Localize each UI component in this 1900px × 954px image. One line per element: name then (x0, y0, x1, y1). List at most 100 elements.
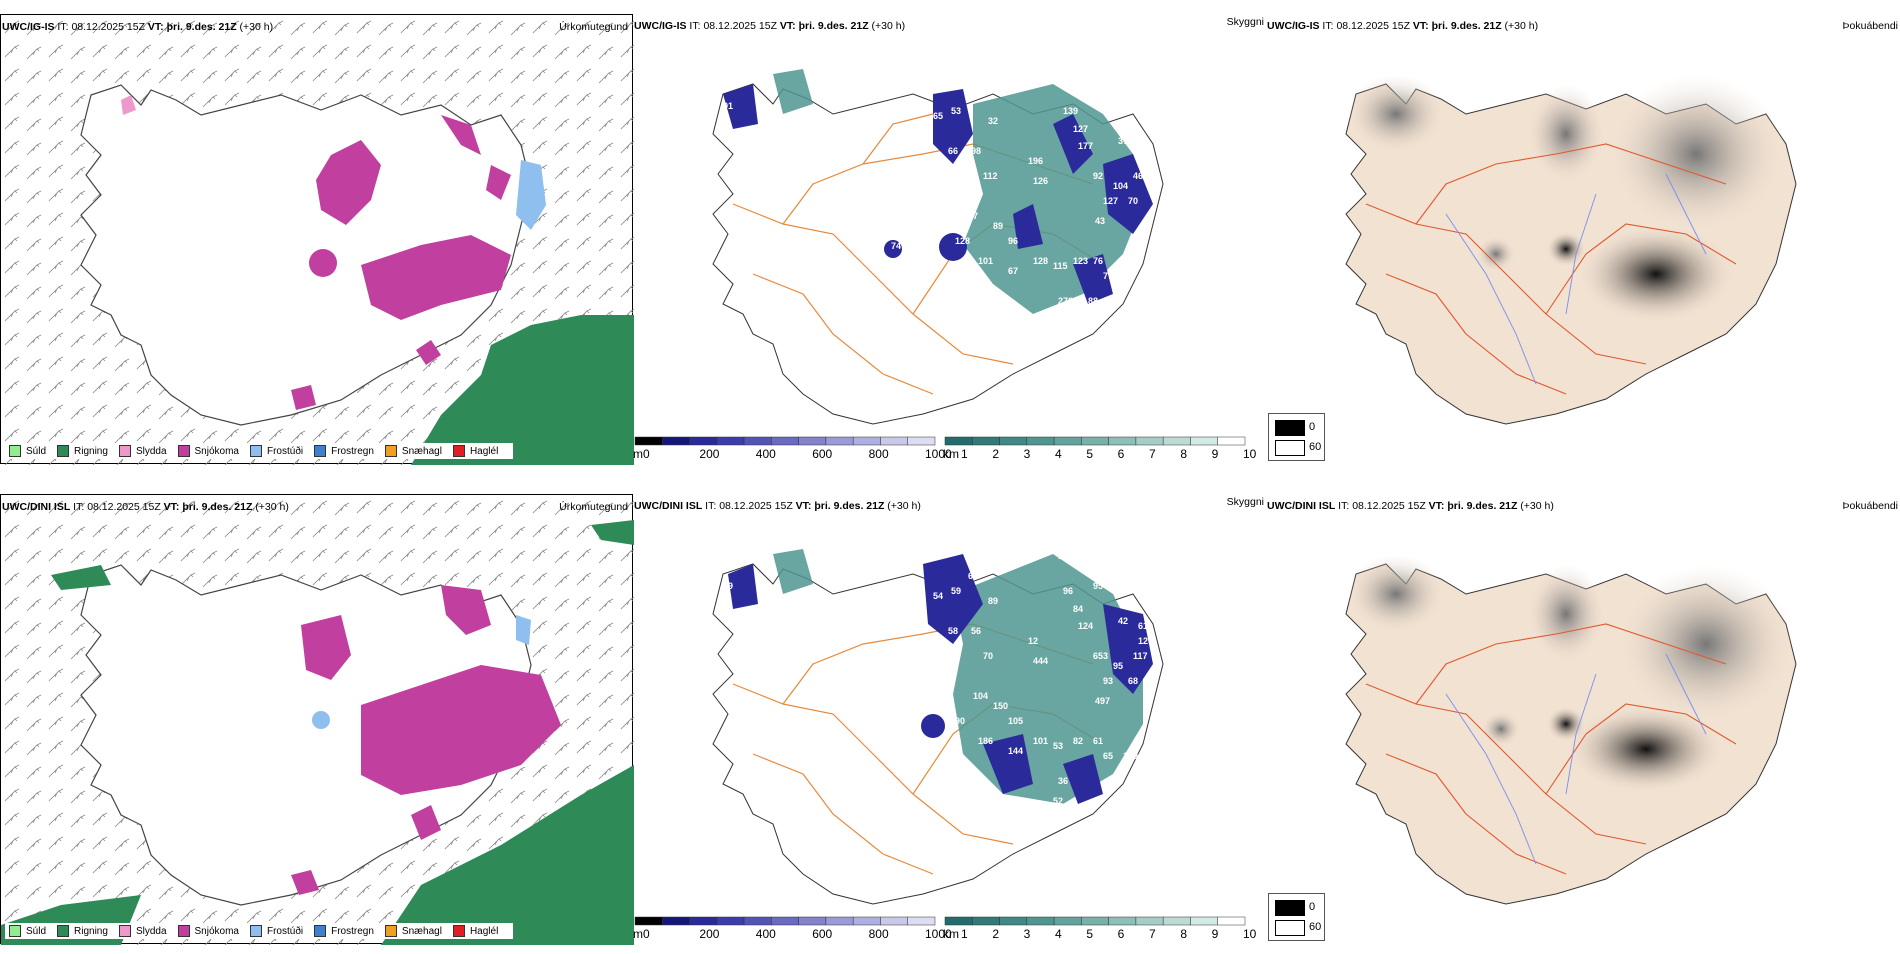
visibility-value-label: 653 (1093, 651, 1108, 661)
snow-area (291, 115, 511, 410)
fog-map-svg-top (1345, 74, 1797, 425)
legend-item: Haglél (452, 445, 498, 457)
visibility-value-label: 105 (1008, 716, 1023, 726)
visibility-value-label: 52 (1053, 796, 1063, 806)
visibility-value-label: 77 (773, 646, 783, 656)
legend-swatch (249, 445, 262, 457)
visibility-title-top: UWC/IG-IS IT: 08.12.2025 15Z VT: þri. 9.… (634, 20, 905, 32)
colorbar-cell (907, 916, 936, 926)
colorbar-cell (689, 436, 718, 446)
vt-label: VT: (163, 501, 180, 513)
colorbars-bottom: m 0 200 400 600 800 1000 km 1 2 3 4 5 6 7 8 9 10 (633, 916, 1257, 941)
precip-map-svg-top (1, 15, 634, 465)
model-name: UWC/DINI ISL (1267, 500, 1336, 512)
legend-swatch (57, 445, 70, 457)
visibility-value-label: 48 (1138, 156, 1148, 166)
colorbar-unit: km (943, 447, 959, 461)
colorbar-tick-label: 7 (1149, 447, 1156, 461)
visibility-value-label: 61 (1093, 736, 1103, 746)
sleet-area (121, 95, 136, 115)
it-value: 08.12.2025 15Z (1352, 500, 1426, 512)
precip-map-svg-bottom (1, 495, 634, 945)
colorbar-tick-label: 6 (1118, 447, 1125, 461)
vt-value: þri. 9.des. 21Z (798, 20, 869, 32)
colorbar-cell (1108, 916, 1137, 926)
legend-swatch (314, 925, 327, 937)
legend-item: Súld (9, 445, 46, 457)
visibility-value-label: 91 (723, 101, 733, 111)
legend-item: Slydda (118, 925, 167, 937)
colorbar-cell (798, 436, 827, 446)
colorbar-cell (880, 916, 908, 926)
colorbar-cell (1217, 916, 1246, 926)
visibility-value-label: 68 (753, 66, 763, 76)
vt-label: VT: (795, 500, 812, 512)
model-name: UWC/IG-IS (634, 20, 687, 32)
legend-swatch (57, 925, 70, 937)
visibility-value-label: 177 (1078, 141, 1093, 151)
colorbar-tick-label: 5 (1086, 927, 1093, 941)
visibility-value-label: 95 (1093, 581, 1103, 591)
legend-item: Snjókoma (177, 445, 239, 457)
legend-swatch (9, 445, 21, 457)
fog-legend-label-0: 0 (1309, 901, 1316, 913)
colorbar-cell (825, 436, 854, 446)
colorbar-tick-label: 0 (643, 447, 650, 461)
vt-value: þri. 9.des. 21Z (1431, 20, 1502, 32)
colorbar-tick-label: 4 (1055, 927, 1062, 941)
it-value: 08.12.2025 15Z (703, 20, 777, 32)
model-name: UWC/DINI ISL (634, 500, 703, 512)
vt-label: VT: (147, 21, 164, 33)
colorbar-tick-label: 1 (961, 447, 968, 461)
colorbar-cell (662, 436, 690, 446)
cloud-base-colorbar: m 0 200 400 600 800 1000 (633, 436, 952, 461)
rivers (1445, 173, 1707, 385)
legend-swatch (118, 925, 131, 937)
colorbar-tick-label: 8 (1180, 927, 1187, 941)
low-cloud-blue (728, 554, 1153, 804)
colorbar-cell (999, 916, 1028, 926)
colorbar-cell (1135, 916, 1164, 926)
colorbar-cell (1190, 916, 1218, 926)
visibility-value-label: 90 (753, 546, 763, 556)
visibility-value-label: 53 (1053, 741, 1063, 751)
visibility-value-label: 76 (1093, 256, 1103, 266)
precip-type-map-bottom: UWC/DINI ISL IT: 08.12.2025 15Z VT: þri.… (0, 494, 634, 945)
colorbar-tick-label: 800 (869, 927, 889, 941)
visibility-value-label: 58 (948, 626, 958, 636)
visibility-value-label: 42 (1118, 616, 1128, 626)
colorbar-cell (1162, 436, 1191, 446)
visibility-value-label: 65 (1103, 751, 1113, 761)
colorbar-tick-label: 600 (812, 927, 832, 941)
precip-right-title-top: Úrkomutegund (559, 21, 628, 33)
legend-swatch (314, 445, 327, 457)
legend-swatch (177, 925, 190, 937)
visibility-value-label: 89 (723, 581, 733, 591)
fog-title-bottom: UWC/DINI ISL IT: 08.12.2025 15Z VT: þri.… (1267, 500, 1554, 512)
legend-item: Rigning (57, 925, 108, 937)
colorbar-cell (1026, 436, 1055, 446)
visibility-value-label: 388 (973, 566, 988, 576)
visibility-value-label: 49 (1123, 271, 1133, 281)
visibility-value-label: 68 (1128, 676, 1138, 686)
model-name: UWC/IG-IS (1267, 20, 1320, 32)
colorbar-unit: km (943, 927, 959, 941)
visibility-colorbar: km 1 2 3 4 5 6 7 8 9 10 (943, 436, 1257, 461)
visibility-value-label: 104 (1113, 181, 1128, 191)
colorbar-cell (716, 436, 745, 446)
colorbars-top: m 0 200 400 600 800 1000 km 1 2 3 4 5 6 7 8 9 10 (633, 436, 1257, 461)
colorbar-cell (1081, 436, 1109, 446)
colorbar-tick-label: 400 (756, 447, 776, 461)
lead-time: (+30 h) (1504, 20, 1539, 32)
legend-swatch (384, 445, 397, 457)
visibility-value-label: 36 (1058, 776, 1068, 786)
visibility-value-label: 150 (993, 701, 1008, 711)
colorbar-cell (1053, 436, 1082, 446)
visibility-value-label: 270 (1058, 296, 1073, 306)
colorbar-cell (1053, 916, 1082, 926)
visibility-value-label: 96 (1063, 586, 1073, 596)
visibility-value-label: 126 (1138, 636, 1153, 646)
colorbar-tick-label: 8 (1180, 447, 1187, 461)
visibility-value-label: 19 (728, 546, 738, 556)
